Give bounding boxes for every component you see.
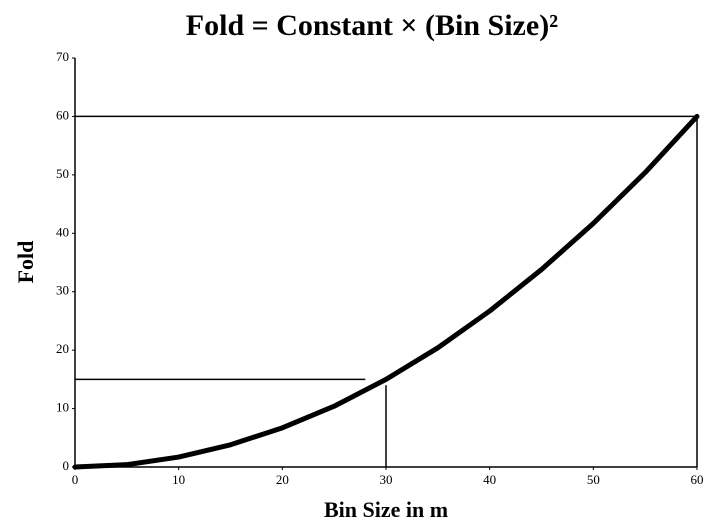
x-tick-label: 40: [483, 472, 496, 487]
y-tick-label: 60: [56, 107, 69, 122]
x-axis-label: Bin Size in m: [324, 497, 448, 522]
x-tick-label: 10: [172, 472, 185, 487]
y-tick-label: 40: [56, 224, 69, 239]
line-series: [72, 113, 700, 470]
x-tick-label: 30: [380, 472, 393, 487]
x-tick-label: 60: [691, 472, 704, 487]
chart-title: Fold = Constant × (Bin Size)²: [186, 9, 558, 42]
y-tick-label: 30: [56, 283, 69, 298]
y-tick-label: 10: [56, 400, 69, 415]
y-tick-label: 0: [63, 458, 70, 473]
y-tick-label: 50: [56, 166, 69, 181]
x-tick-label: 50: [587, 472, 600, 487]
y-tick-label: 20: [56, 341, 69, 356]
x-tick-label: 20: [276, 472, 289, 487]
y-axis-label: Fold: [13, 241, 38, 284]
x-tick-label: 0: [72, 472, 79, 487]
y-tick-label: 70: [56, 49, 69, 64]
